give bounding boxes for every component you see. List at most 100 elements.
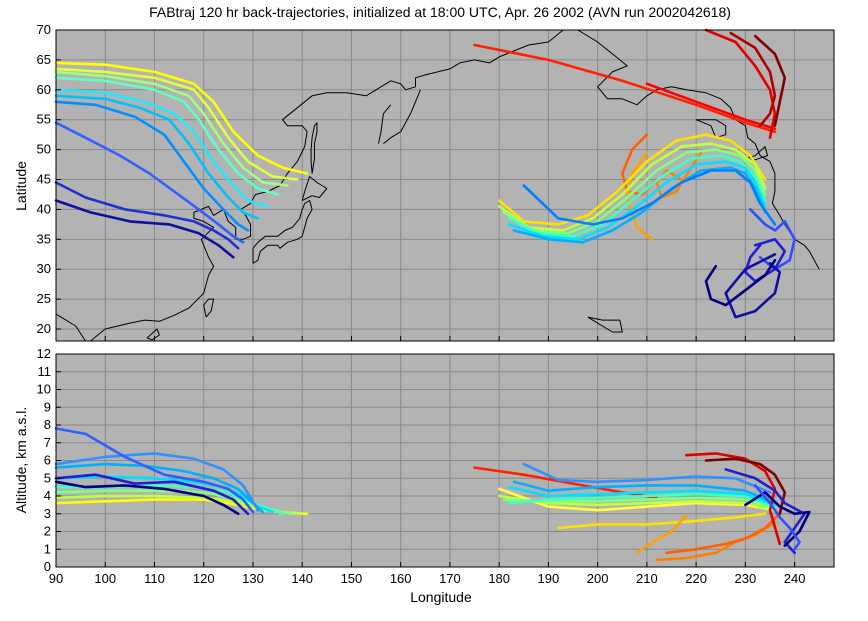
map-coastlines [55, 29, 820, 342]
alt-y-tick-label: 2 [44, 524, 51, 539]
map-y-tick-label: 65 [37, 52, 51, 67]
map-grid [55, 29, 834, 341]
map-trajectory-12 [704, 28, 777, 139]
map-y-tick-label: 45 [37, 172, 51, 187]
map-y-tick-label: 25 [37, 291, 51, 306]
map-y-axis-label: Latitude [13, 161, 29, 211]
map-trajectory-28 [704, 258, 777, 307]
x-tick-label: 130 [242, 571, 264, 586]
coastline-1 [90, 29, 564, 342]
x-axis-label: Longitude [410, 589, 472, 605]
alt-trajectory-7 [54, 427, 255, 514]
map-trajectory-19 [497, 142, 767, 232]
alt-trajectory-17 [512, 480, 777, 505]
map-trajectory-14 [753, 34, 787, 127]
alt-trajectory-5 [54, 462, 265, 514]
map-trajectory-9 [54, 199, 235, 259]
coastline-2 [383, 89, 421, 144]
map-trajectory-6 [54, 100, 250, 232]
x-tick-label: 210 [636, 571, 658, 586]
x-tick-label: 190 [538, 571, 560, 586]
map-y-tick-label: 70 [37, 22, 51, 37]
coastline-6 [310, 122, 318, 174]
map-trajectory-3 [54, 76, 279, 196]
map-trajectories [54, 28, 796, 319]
chart-title: FABtraj 120 hr back-trajectories, initia… [149, 4, 731, 20]
altitude-panel: 90 100 110 120 130 140 150 160 170 180 190 200 210 22… [13, 346, 835, 605]
map-trajectory-24 [522, 169, 777, 226]
map-frame [55, 29, 835, 342]
map-trajectory-1 [54, 67, 299, 181]
coastline-5 [301, 176, 328, 201]
map-y-tick-label: 55 [37, 112, 51, 127]
map-y-ticks: 20 25 30 35 40 45 50 55 60 65 70 [37, 22, 796, 341]
x-tick-label: 180 [488, 571, 510, 586]
map-trajectory-4 [54, 88, 270, 208]
alt-y-tick-label: 11 [38, 364, 52, 379]
map-trajectory-18 [497, 133, 767, 226]
map-y-tick-label: 35 [37, 231, 51, 246]
alt-trajectory-23 [704, 457, 787, 516]
coastline-10 [587, 316, 623, 333]
alt-y-tick-label: 8 [44, 417, 51, 432]
map-trajectory-2 [54, 70, 289, 187]
map-y-tick-label: 30 [37, 261, 51, 276]
coastline-3 [378, 104, 392, 144]
x-tick-label: 140 [291, 571, 313, 586]
map-panel: 20 25 30 35 40 45 50 55 60 65 70 Latitude [13, 22, 835, 342]
map-trajectory-0 [54, 61, 309, 175]
altitude-axis-ticks: 90 100 110 120 130 140 150 160 170 180 190 200 210 22… [37, 346, 806, 586]
coastline-7 [203, 298, 215, 318]
x-tick-label: 220 [685, 571, 707, 586]
alt-trajectory-22 [684, 452, 782, 546]
alt-trajectory-8 [54, 473, 250, 516]
alt-y-tick-label: 3 [44, 506, 51, 521]
altitude-y-axis-label: Altitude, km a.s.l. [13, 407, 29, 514]
alt-y-tick-label: 1 [44, 541, 51, 556]
x-tick-label: 170 [439, 571, 461, 586]
alt-trajectory-20 [665, 512, 782, 555]
alt-trajectory-16 [507, 485, 777, 507]
x-tick-label: 160 [390, 571, 412, 586]
alt-trajectory-10 [473, 466, 659, 500]
map-trajectory-27 [724, 253, 782, 319]
alt-trajectory-25 [744, 491, 811, 548]
map-trajectory-13 [729, 31, 777, 127]
x-tick-label: 150 [341, 571, 363, 586]
x-tick-label: 100 [94, 571, 116, 586]
map-trajectory-8 [54, 181, 240, 250]
alt-trajectory-9 [54, 480, 240, 516]
coastline-8 [146, 328, 160, 341]
x-tick-label: 230 [735, 571, 757, 586]
alt-trajectory-13 [497, 494, 777, 512]
x-tick-label: 240 [784, 571, 806, 586]
altitude-trajectories [54, 427, 811, 562]
alt-trajectory-14 [502, 496, 777, 510]
alt-trajectory-6 [54, 452, 260, 512]
alt-trajectory-26 [753, 484, 801, 551]
x-tick-label: 120 [193, 571, 215, 586]
x-tick-label: 110 [144, 571, 165, 586]
alt-y-tick-label: 4 [44, 488, 51, 503]
alt-y-tick-label: 6 [44, 453, 51, 468]
alt-y-tick-label: 10 [37, 382, 51, 397]
map-y-tick-label: 40 [37, 201, 51, 216]
map-y-tick-label: 60 [37, 82, 51, 97]
map-trajectory-5 [54, 94, 260, 220]
map-trajectory-20 [502, 148, 767, 235]
map-trajectory-22 [507, 160, 767, 241]
alt-y-tick-label: 7 [44, 435, 51, 450]
map-y-tick-label: 20 [37, 321, 51, 336]
map-trajectory-25 [748, 208, 796, 271]
alt-trajectory-21 [635, 514, 688, 555]
alt-y-tick-label: 5 [44, 470, 51, 485]
map-y-tick-label: 50 [37, 142, 51, 157]
coastline-11 [695, 119, 727, 139]
coastline-0 [55, 313, 86, 342]
coastline-4 [252, 200, 313, 264]
alt-trajectory-18 [522, 462, 772, 494]
alt-trajectory-11 [556, 512, 767, 530]
map-trajectory-10 [473, 43, 777, 133]
map-trajectory-7 [54, 121, 245, 244]
